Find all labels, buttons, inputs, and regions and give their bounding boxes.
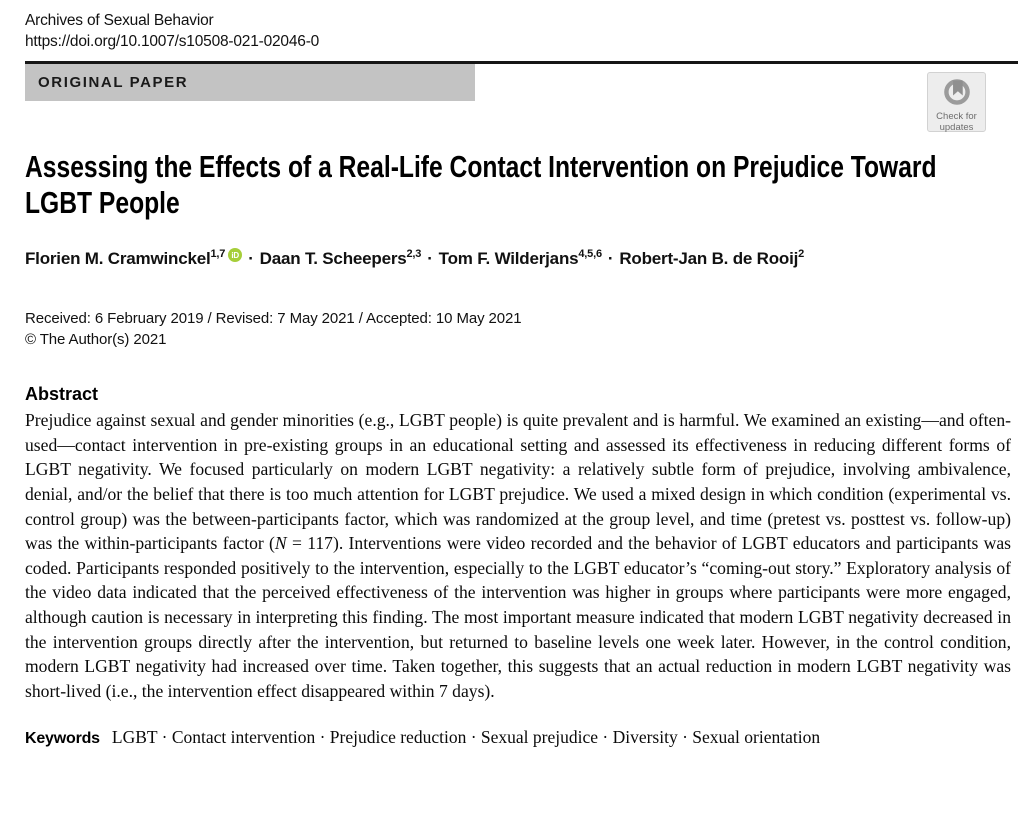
author-affiliation-sup: 1,7 [210,247,226,260]
abstract-n-variable: N [274,533,287,554]
author-separator: · [427,249,433,269]
author-name: Daan T. Scheepers [259,249,407,269]
author-name: Robert-Jan B. de Rooij [619,249,799,269]
author-affiliation-sup: 2,3 [406,247,422,260]
article-type-bar: ORIGINAL PAPER [25,64,475,101]
check-for-updates-badge[interactable]: Check for updates [927,72,986,132]
abstract-text: Prejudice against sexual and gender mino… [25,408,1011,703]
journal-header: Archives of Sexual Behavior https://doi.… [25,10,1010,52]
paper-title: Assessing the Effects of a Real-Life Con… [25,149,937,220]
journal-name: Archives of Sexual Behavior [25,12,214,29]
keywords-line: Keywords LGBT · Contact intervention · Pr… [25,727,1010,748]
doi-link[interactable]: https://doi.org/10.1007/s10508-021-02046… [25,33,320,50]
author-separator: · [607,249,614,269]
keywords-list: LGBT · Contact intervention · Prejudice … [111,727,821,748]
author-name: Florien M. Cramwinckel [25,249,211,269]
badge-text-line1: Check for [936,111,977,122]
author-separator: · [248,249,254,269]
abstract-text-part2: = 117). Interventions were video recorde… [25,533,1011,701]
keywords-label: Keywords [25,730,100,748]
received-revised-accepted: Received: 6 February 2019 / Revised: 7 M… [25,310,522,328]
abstract-text-part1: Prejudice against sexual and gender mino… [25,410,1011,554]
abstract-section: Abstract Prejudice against sexual and ge… [25,383,1011,703]
orcid-icon[interactable]: iD [228,248,243,262]
author-affiliation-sup: 4,5,6 [578,247,602,260]
article-type-label: ORIGINAL PAPER [38,74,189,91]
author-byline: Florien M. Cramwinckel1,7 iD · Daan T. Sche… [25,248,1010,269]
author-affiliation-sup: 2 [798,247,805,260]
header-rule [25,61,1018,64]
crossmark-icon [942,77,972,112]
copyright-line: © The Author(s) 2021 [25,330,167,348]
badge-text-line2: updates [939,121,974,133]
abstract-heading: Abstract [25,384,99,405]
author-name: Tom F. Wilderjans [438,249,579,269]
article-history: Received: 6 February 2019 / Revised: 7 M… [25,309,1010,350]
